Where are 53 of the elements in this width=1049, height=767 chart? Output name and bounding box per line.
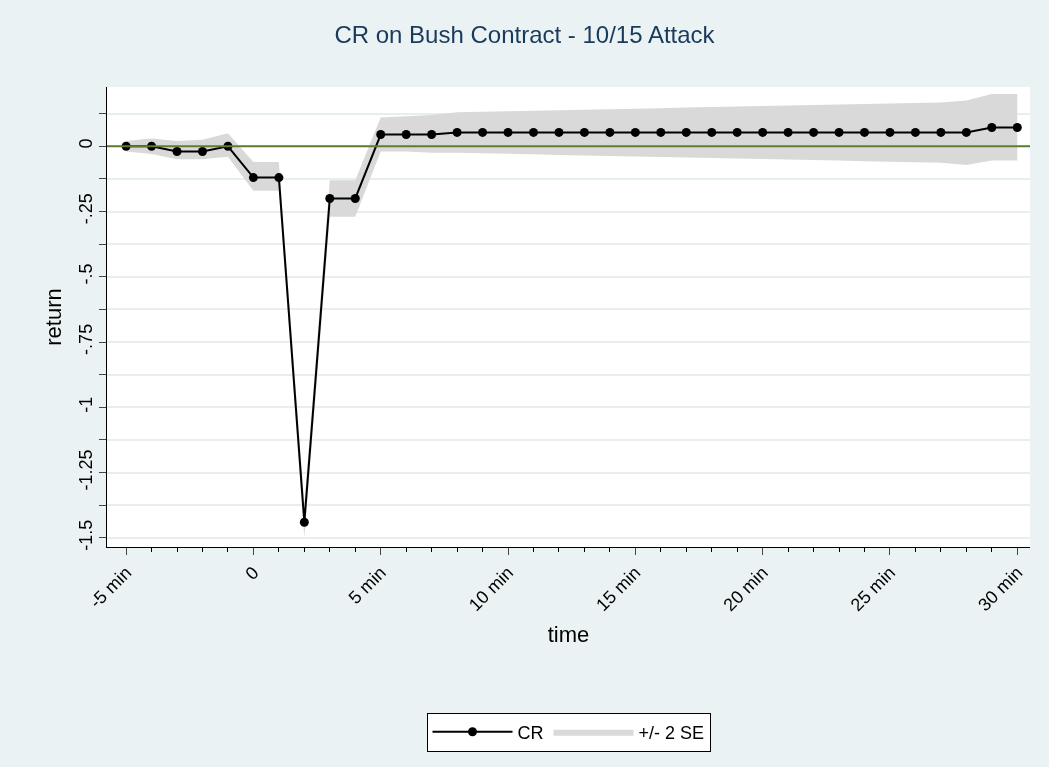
legend-label: CR [517, 722, 544, 743]
x-tick-label: 30 min [974, 562, 1027, 615]
x-tick-label: 15 min [592, 562, 645, 615]
legend-label: +/- 2 SE [638, 722, 705, 743]
x-tick-label: -5 min [85, 562, 136, 613]
point [1012, 122, 1022, 132]
point [961, 127, 971, 137]
y-tick-label: -1.25 [75, 449, 96, 491]
point [401, 130, 411, 140]
x-tick-label: 10 min [464, 562, 518, 615]
x-tick-label: 0 [241, 562, 263, 584]
y-tick-label: -1.5 [75, 519, 96, 551]
point [350, 193, 360, 203]
point [248, 173, 258, 183]
point [936, 127, 946, 137]
point [376, 130, 386, 140]
x-tick-label: 5 min [344, 562, 390, 608]
y-tick-label: -.5 [75, 263, 96, 285]
point [299, 517, 309, 527]
point [860, 127, 869, 137]
chart-title: CR on Bush Contract - 10/15 Attack [334, 20, 716, 48]
point [478, 127, 488, 137]
point [783, 127, 793, 137]
y-tick-label: -1 [75, 396, 96, 413]
point [554, 127, 564, 137]
point [427, 130, 437, 140]
point [834, 127, 844, 137]
point [707, 127, 717, 137]
point [274, 173, 284, 183]
x-tick-label: 20 min [719, 562, 772, 615]
point [885, 127, 895, 137]
point [528, 127, 538, 137]
point [452, 127, 462, 137]
point [172, 146, 182, 156]
point [630, 127, 640, 137]
point [503, 127, 513, 137]
y-axis-title: return [40, 288, 66, 346]
x-axis-title: time [547, 621, 590, 647]
point [910, 127, 920, 137]
y-tick-label: -.25 [75, 193, 96, 225]
point [732, 127, 742, 137]
point [809, 127, 819, 137]
point [325, 193, 335, 203]
point [605, 127, 615, 137]
point [656, 127, 666, 137]
y-tick-label: 0 [75, 138, 96, 149]
y-tick-label: -.75 [75, 323, 96, 355]
point [197, 146, 207, 156]
point [987, 122, 997, 132]
point [758, 127, 768, 137]
point [681, 127, 691, 137]
x-tick-label: 25 min [846, 562, 900, 615]
point [579, 127, 589, 137]
